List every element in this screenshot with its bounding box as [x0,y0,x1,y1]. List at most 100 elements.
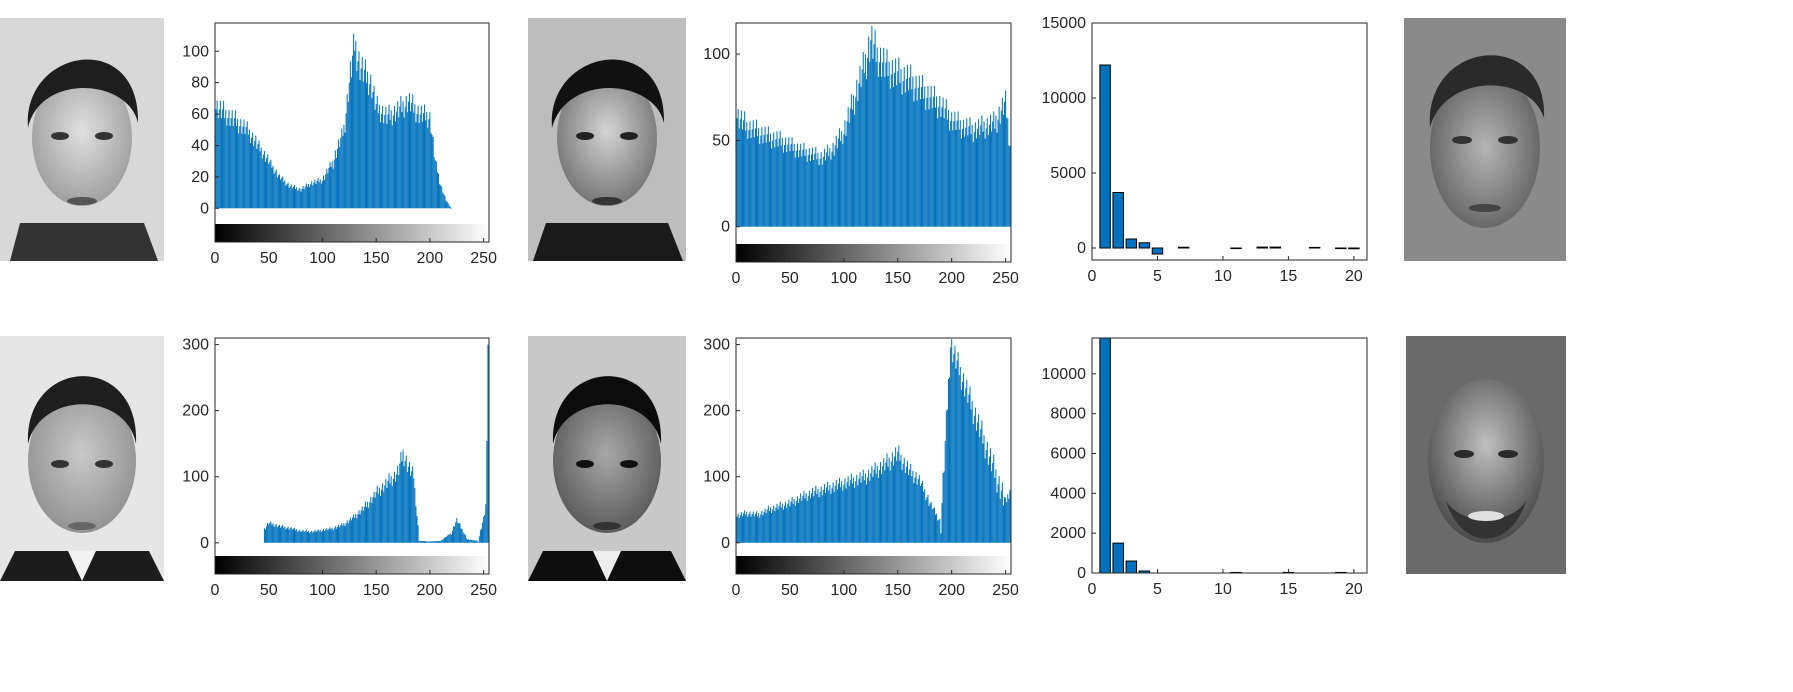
bar-mark [956,120,958,227]
bar-mark [834,145,836,227]
x-tick-label: 50 [260,582,278,599]
bar-mark [401,461,403,543]
bar-mark [357,61,359,209]
bar-mark [287,526,289,543]
bar-mark [796,496,798,543]
bar-mark [267,154,269,209]
bar-mark [768,141,770,227]
y-tick-label: 60 [191,106,209,123]
bar-mark [983,121,985,227]
bar-mark [418,122,420,209]
bar-mark [229,125,231,209]
bar-mark [252,132,254,209]
bar-mark [484,515,486,543]
bar-mark [788,137,790,227]
bar-mark [393,106,395,209]
bar-mark [382,105,384,209]
bar-mark [333,528,335,543]
bar-mark [812,147,814,227]
bar-mark [909,77,911,227]
bar-mark [239,126,241,209]
bar-mark [347,101,349,209]
bar-mark [889,470,891,543]
plot-frame [214,22,490,243]
bar-mark [740,512,742,543]
x-tick-label: 0 [211,582,220,599]
bar-mark [851,109,853,227]
bar-mark [809,161,811,227]
bar-mark [358,51,360,209]
bar-mark [482,522,484,543]
bar-mark [738,128,740,227]
bar-mark [285,185,287,209]
bar-mark [929,503,931,543]
bar-mark [760,135,762,227]
bar-mark [363,506,365,543]
bar-mark [370,496,372,543]
bar-mark [1002,114,1004,227]
bar-mark [831,151,833,227]
bar-mark [276,177,278,209]
bar-mark [888,457,890,543]
bar-mark [454,526,456,543]
bar-mark [908,475,910,543]
bar-mark [439,541,441,543]
bar-mark [873,469,875,543]
bar-mark [744,111,746,227]
bar-mark [435,161,437,209]
bar-mark [274,525,276,543]
bar-mark [882,466,884,543]
bar-mark [828,156,830,227]
bar-mark [810,154,812,227]
bar-mark [801,500,803,543]
bar-mark [253,145,255,209]
bar-mark [793,499,795,543]
bar-mark [278,524,280,543]
bar-mark [417,525,419,543]
bar-mark [978,118,980,227]
bar-mark [344,526,346,543]
face-photo-row2-original [0,336,164,581]
bar-mark [434,160,436,209]
bar-mark [829,485,831,543]
bar-mark [216,100,218,209]
bar-mark [319,529,321,543]
bar-mark [784,505,786,543]
bar-mark [821,495,823,543]
bar-mark [750,138,752,227]
bar-mark [349,517,351,543]
bar-mark [968,126,970,227]
bar-mark [956,360,958,543]
bar-mark [325,529,327,543]
bar-mark [762,143,764,227]
bar-mark [896,85,898,227]
bar-mark [919,99,921,227]
bar-mark [952,130,954,227]
bar-mark [332,530,334,543]
y-tick-label: 0 [200,535,209,552]
bar-mark [771,512,773,543]
bar-mark [794,157,796,227]
bar-mark [999,123,1001,227]
bar-mark [398,117,400,209]
bar-mark [787,144,789,227]
bar-mark [997,119,999,227]
bar-mark [939,96,941,227]
bar-mark [325,174,327,209]
bar-mark [988,456,990,543]
bar-mark [296,187,298,209]
bar-mark [800,493,802,543]
bar-mark [326,528,328,543]
bar-mark [877,477,879,543]
bar-mark [950,121,952,227]
bar-mark [292,528,294,543]
bar-mark [741,129,743,227]
bar-mark [255,135,257,209]
bar-mark [901,94,903,227]
bar-mark [816,159,818,227]
bar-mark [426,541,428,543]
bar-mark [813,160,815,227]
bar-mark [443,538,445,543]
bar-mark [906,460,908,543]
